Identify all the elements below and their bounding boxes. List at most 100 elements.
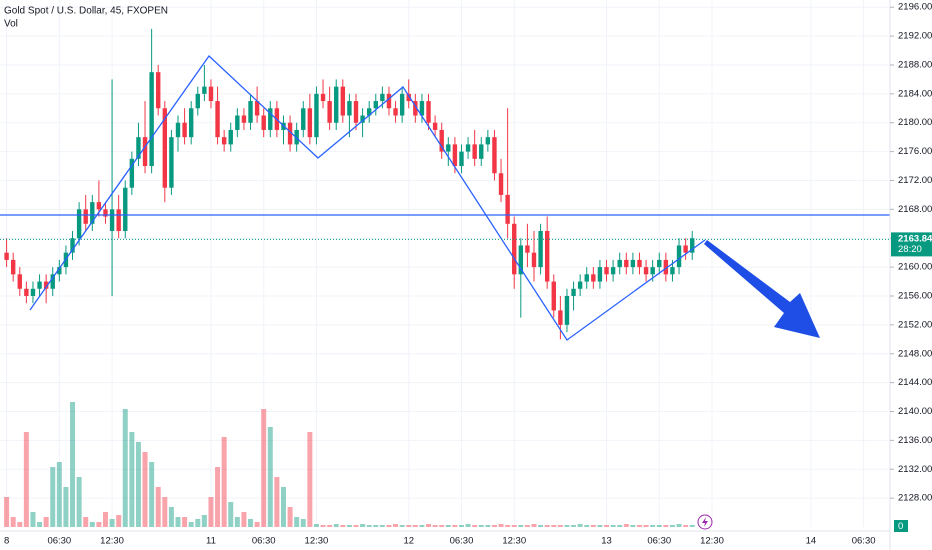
volume-bar [505, 525, 511, 527]
candle-body [465, 144, 471, 152]
volume-bar [254, 522, 260, 527]
candle-body [156, 72, 161, 109]
volume-axis-badge [894, 520, 908, 532]
volume-bar [208, 497, 214, 527]
volume-bar [590, 525, 596, 527]
volume-bar [10, 517, 16, 527]
candle-body [571, 288, 576, 296]
candle-body [380, 93, 385, 102]
candle-body [505, 194, 510, 224]
y-tick-label: 2136.00 [898, 435, 932, 446]
y-tick-label: 2132.00 [898, 464, 932, 475]
y-tick-label: 2180.00 [898, 117, 932, 128]
volume-bar [261, 409, 267, 527]
candle-body [334, 86, 339, 123]
candle-body [162, 108, 168, 188]
candle-body [432, 122, 438, 130]
candle-body [254, 101, 260, 116]
candle-body [320, 93, 326, 102]
volume-bar [445, 525, 451, 527]
candles [4, 28, 695, 340]
candle-body [419, 101, 425, 116]
volume-bar [432, 525, 438, 527]
candle-body [558, 310, 563, 325]
volume-bar [307, 432, 313, 527]
candle-body [195, 93, 200, 109]
volume-title: Vol [4, 19, 18, 30]
volume-bar [412, 525, 418, 527]
volume-bar [610, 525, 616, 527]
candle-body [518, 245, 524, 275]
volume-bar [182, 517, 188, 527]
candle-body [90, 202, 95, 224]
y-tick-label: 2192.00 [898, 31, 932, 42]
volume-bar [195, 519, 201, 527]
volume-bar [538, 525, 544, 527]
volume-bar [597, 525, 603, 527]
volume-bar [241, 512, 247, 527]
candle-body [142, 137, 148, 167]
volume-bar [491, 525, 497, 527]
candle-body [360, 115, 365, 123]
volume-bar [300, 519, 306, 527]
volume-bar [544, 525, 550, 527]
volume-bar [327, 525, 333, 527]
volume-bar [531, 524, 537, 527]
last-price-label: 2163.84 [898, 233, 932, 244]
candle-body [479, 144, 484, 159]
candle-body [426, 101, 431, 123]
candle-body [241, 115, 247, 123]
volume-bar [37, 522, 43, 527]
candle-body [584, 274, 589, 282]
volume-bar [83, 517, 89, 527]
volume-bar [313, 524, 319, 527]
candle-body [399, 93, 405, 116]
candle-body [406, 93, 411, 102]
volume-bar [102, 512, 108, 527]
candle-body [663, 259, 669, 275]
candle-body [314, 93, 319, 138]
volume-bar [551, 525, 557, 527]
volume-bar [346, 525, 352, 527]
candle-body [564, 295, 570, 325]
y-tick-label: 2196.00 [898, 2, 932, 13]
volume-bar [63, 487, 69, 527]
x-tick-label: 13 [601, 536, 612, 547]
volume-bar [188, 522, 194, 527]
volume-bar [333, 524, 339, 527]
candle-body [439, 129, 444, 152]
candle-body [544, 231, 550, 282]
volume-bar [234, 517, 240, 527]
candle-body [485, 137, 491, 145]
x-tick-label: 12:30 [700, 536, 724, 547]
candle-body [287, 122, 293, 145]
y-tick-label: 2176.00 [898, 146, 932, 157]
volume-bar [201, 515, 207, 527]
candle-body [643, 267, 649, 275]
volume-bar [498, 524, 504, 527]
candle-body [630, 259, 636, 268]
volume-bar [228, 502, 234, 527]
volume-bar [294, 517, 300, 527]
x-tick-label: 12:30 [502, 536, 526, 547]
candle-body [366, 108, 372, 116]
volume-bar [89, 522, 95, 527]
candle-body [30, 288, 36, 296]
x-tick-label: 06:30 [252, 536, 276, 547]
volume-bar [17, 522, 23, 527]
candle-body [123, 187, 128, 232]
event-icon[interactable] [697, 514, 713, 530]
volume-bar [70, 402, 76, 527]
candle-body [57, 267, 62, 275]
volume-bar [465, 524, 471, 527]
volume-bar [135, 442, 141, 527]
y-tick-label: 2144.00 [898, 377, 932, 388]
volume-bar [676, 524, 682, 527]
x-tick-label: 14 [806, 536, 817, 547]
volume-bar [274, 477, 280, 527]
volume-bar [353, 525, 359, 527]
candle-body [76, 209, 82, 239]
candle-body [10, 259, 16, 275]
